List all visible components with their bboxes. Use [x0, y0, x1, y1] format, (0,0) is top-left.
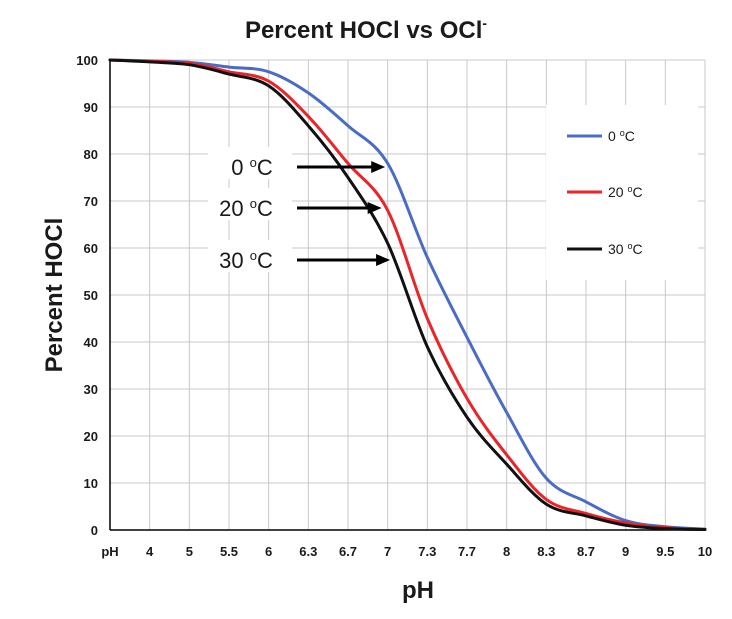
annotation-background: [208, 240, 292, 272]
x-tick-label: 9.5: [656, 544, 674, 559]
series-line: [108, 58, 707, 531]
y-tick-label: 20: [84, 429, 98, 444]
y-tick-label: 30: [84, 382, 98, 397]
x-tick-label: 8.3: [537, 544, 555, 559]
annotation-arrowhead: [371, 161, 386, 173]
x-tick-label: 5: [186, 544, 193, 559]
x-tick-label: 4: [146, 544, 154, 559]
legend: 0 oC 20 oC 30 oC: [546, 105, 698, 280]
annotation-label: 20 oC: [219, 196, 273, 221]
x-axis-title: pH: [402, 577, 434, 604]
y-tick-label: 70: [84, 194, 98, 209]
x-tick-label: 7: [384, 544, 391, 559]
chart-title-superscript: -: [482, 15, 487, 31]
axes: [109, 60, 705, 531]
x-tick-label: 8: [503, 544, 510, 559]
x-tick-label: 7.3: [418, 544, 436, 559]
x-tick-label: 5.5: [220, 544, 238, 559]
y-tick-label: 10: [84, 476, 98, 491]
annotation-label: 30 oC: [219, 248, 273, 273]
legend-label: 0 oC: [608, 128, 635, 144]
y-tick-label: 50: [84, 288, 98, 303]
y-tick-label: 90: [84, 100, 98, 115]
series-line: [108, 58, 707, 531]
y-tick-label: 60: [84, 241, 98, 256]
legend-label: 20 oC: [608, 184, 643, 200]
annotation-background: [208, 188, 292, 220]
annotations: 0 oC 20 oC 30 oC: [208, 147, 391, 273]
annotation-arrowhead: [367, 202, 382, 214]
x-tick-label: 10: [698, 544, 712, 559]
x-tick-label: 6.3: [299, 544, 317, 559]
y-tick-label: 40: [84, 335, 98, 350]
x-tick-label: 8.7: [577, 544, 595, 559]
annotation-arrowhead: [376, 254, 391, 266]
x-tick-label: 6: [265, 544, 272, 559]
x-tick-label: 9: [622, 544, 629, 559]
y-axis-title: Percent HOCl: [41, 218, 68, 373]
y-tick-label: 100: [76, 53, 98, 68]
chart-title: Percent HOCl vs OCl-: [245, 15, 487, 44]
y-tick-label: 80: [84, 147, 98, 162]
annotation-background: [208, 147, 292, 179]
x-tick-label: pH: [101, 544, 118, 559]
y-tick-label: 0: [91, 523, 98, 538]
y-tick-labels: 0 10 20 30 40 50 60 70 80 90 100: [76, 53, 98, 538]
series-line: [108, 58, 707, 531]
series-lines: [108, 58, 707, 531]
legend-label: 30 oC: [608, 241, 643, 257]
annotation-label: 0 oC: [231, 155, 273, 180]
x-tick-label: 6.7: [339, 544, 357, 559]
x-tick-label: 7.7: [458, 544, 476, 559]
x-tick-labels: pH 4 5 5.5 6 6.3 6.7 7 7.3 7.7 8 8.3 8.7 9 9.5 10: [101, 544, 712, 559]
chart-title-main: Percent HOCl vs OCl: [245, 17, 482, 44]
